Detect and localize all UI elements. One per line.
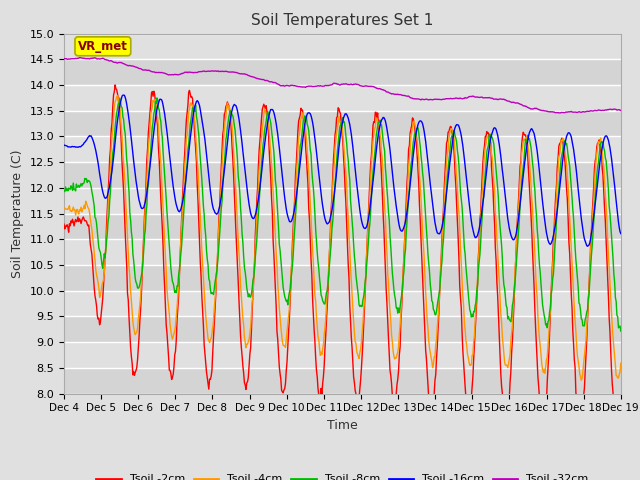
Legend: Tsoil -2cm, Tsoil -4cm, Tsoil -8cm, Tsoil -16cm, Tsoil -32cm: Tsoil -2cm, Tsoil -4cm, Tsoil -8cm, Tsoi…	[92, 470, 593, 480]
Bar	[64, 85, 621, 111]
Bar	[64, 188, 621, 214]
Bar	[64, 162, 621, 188]
X-axis label: Time: Time	[327, 419, 358, 432]
Bar	[64, 240, 621, 265]
Bar	[64, 291, 621, 316]
Bar	[64, 111, 621, 136]
Bar	[64, 342, 621, 368]
Title: Soil Temperatures Set 1: Soil Temperatures Set 1	[252, 13, 433, 28]
Bar	[64, 265, 621, 291]
Bar	[64, 214, 621, 240]
Bar	[64, 368, 621, 394]
Y-axis label: Soil Temperature (C): Soil Temperature (C)	[11, 149, 24, 278]
Bar	[64, 60, 621, 85]
Text: VR_met: VR_met	[78, 40, 128, 53]
Bar	[64, 136, 621, 162]
Bar	[64, 316, 621, 342]
Bar	[64, 34, 621, 60]
